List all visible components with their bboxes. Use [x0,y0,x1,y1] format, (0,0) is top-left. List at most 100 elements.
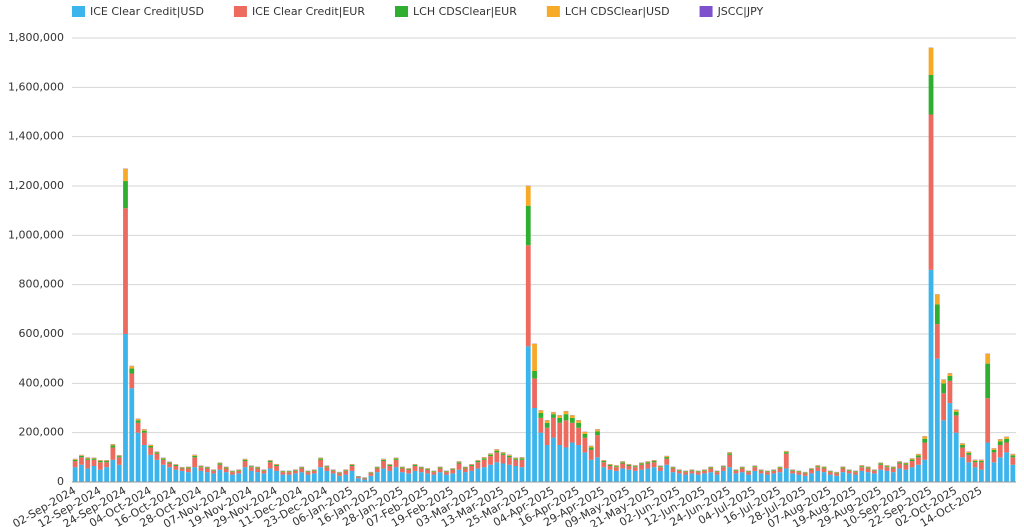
bar-segment [651,460,657,462]
bar-segment [658,470,663,482]
bar-segment [651,461,657,463]
bar-segment [154,453,160,460]
bar-segment [569,442,575,482]
bar-segment [632,470,638,482]
bar-segment [532,408,537,482]
bar-segment [437,467,443,469]
bar-segment [613,467,619,471]
bar-segment [960,457,965,482]
bar-segment [167,467,172,482]
bar-segment [563,414,569,421]
bar-segment [884,470,890,482]
bar-segment [532,371,537,379]
bar-segment [444,474,449,482]
bar-segment [381,461,386,469]
bar-segment [72,459,78,462]
bar-segment [683,471,688,473]
bar-segment [639,462,644,464]
bar-segment [173,469,179,482]
bar-segment [960,445,965,448]
bar-segment [582,433,588,438]
bar-segment [588,459,594,482]
bar-segment [494,450,500,453]
bar-segment [947,380,953,404]
bar-segment [934,304,940,325]
bar-segment [280,471,286,473]
bar-segment [104,461,110,463]
bar-segment [179,470,185,482]
legend-swatch [72,6,85,17]
bar-segment [714,471,720,473]
bar-segment [739,472,745,482]
bar-segment [972,459,978,461]
bar-segment [840,467,846,469]
bar-segment [1010,455,1016,458]
bar-segment [330,470,336,474]
bar-segment [651,462,657,468]
bar-segment [393,457,399,459]
bar-segment [418,472,424,482]
bar-segment [211,470,216,474]
bar-segment [727,467,733,482]
bar-segment [890,468,896,473]
bar-segment [557,417,563,423]
bar-segment [148,447,154,455]
bar-segment [475,460,481,462]
bar-segment [154,452,160,454]
bar-segment [884,465,890,467]
bar-segment [355,478,361,482]
bar-segment [305,474,311,482]
bar-segment [746,471,751,473]
bar-segment [620,461,626,463]
bar-segment [985,398,991,443]
bar-segment [204,472,210,482]
bar-segment [293,473,298,482]
bar-segment [85,459,91,469]
bar-segment [846,473,852,482]
bar-segment [953,415,959,433]
bar-segment [865,466,871,468]
bar-segment [941,393,947,421]
bar-segment [242,467,248,482]
bar-segment [236,473,242,482]
bar-segment [645,463,651,469]
bar-segment [733,473,739,482]
bar-segment [506,457,512,465]
bar-segment [991,452,997,463]
bar-segment [173,465,179,470]
bar-segment [406,468,412,470]
bar-segment [412,464,418,465]
bar-segment [418,467,424,469]
bar-segment [116,456,122,458]
bar-segment [129,366,135,369]
bar-segment [475,468,481,482]
bar-segment [299,472,305,482]
bar-segment [311,473,317,482]
bar-segment [840,466,846,468]
bar-segment [752,466,758,468]
bar-segment [481,458,487,460]
bar-segment [481,459,487,468]
bar-segment [1004,436,1009,439]
bar-segment [557,415,563,418]
y-tick-label: 800,000 [19,278,65,291]
bar-segment [362,479,368,482]
bar-segment [412,470,418,482]
bar-segment [79,457,84,465]
bar-segment [230,471,235,473]
bar-segment [865,472,871,482]
bar-segment [116,455,122,457]
bar-segment [714,472,720,475]
bar-segment [72,461,78,468]
bar-segment [255,472,261,482]
bar-segment [204,468,210,473]
bar-segment [922,438,928,443]
bar-segment [192,457,198,468]
bar-segment [186,472,191,482]
bar-segment [494,462,500,482]
bar-segment [878,469,884,482]
bar-segment [513,457,519,459]
bar-segment [771,473,777,482]
bar-segment [733,470,739,471]
bar-segment [129,368,135,374]
